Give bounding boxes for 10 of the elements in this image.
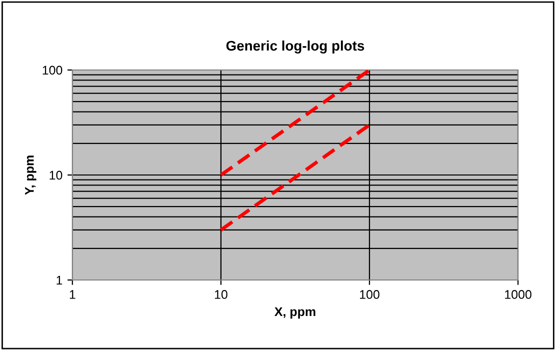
chart-title: Generic log-log plots bbox=[226, 40, 364, 54]
x-axis-title: X, ppm bbox=[274, 307, 316, 319]
y-tick-label: 1 bbox=[56, 276, 62, 285]
x-tick-label: 1 bbox=[70, 290, 76, 299]
y-tick-label: 100 bbox=[42, 66, 62, 75]
y-tick-label: 10 bbox=[50, 170, 62, 180]
x-tick-label: 1000 bbox=[505, 290, 532, 299]
y-axis-title: Y, ppm bbox=[25, 156, 36, 195]
x-tick-label: 10 bbox=[214, 290, 228, 299]
x-tick-label: 100 bbox=[360, 290, 380, 299]
